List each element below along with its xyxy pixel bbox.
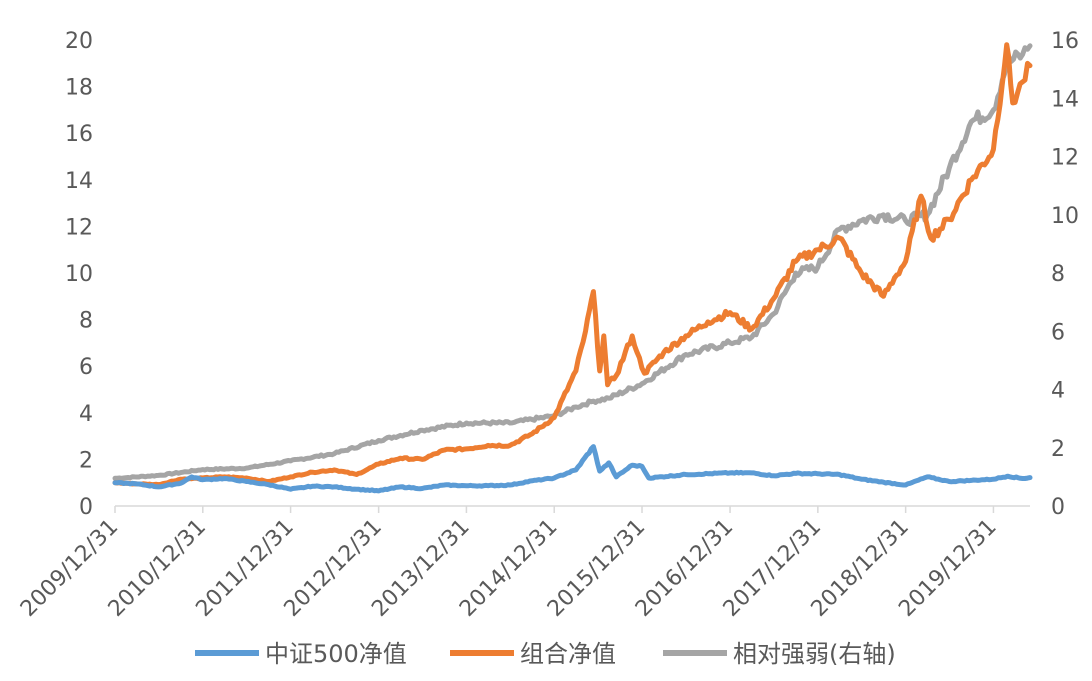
chart-legend: 中证500净值 组合净值 相对强弱(右轴)	[195, 640, 896, 668]
y-tick-label: 10	[65, 262, 93, 287]
y-tick-label: 0	[79, 495, 93, 520]
y2-tick-label: 10	[1051, 204, 1079, 229]
y2-tick-label: 14	[1051, 87, 1079, 112]
y-tick-label: 6	[79, 355, 93, 380]
chart-series-layer	[112, 42, 1033, 494]
y2-tick-label: 12	[1051, 146, 1079, 171]
y-tick-label: 2	[79, 448, 93, 473]
y2-tick-label: 8	[1051, 262, 1065, 287]
legend-label: 组合净值	[520, 640, 616, 668]
y-tick-label: 14	[65, 169, 93, 194]
y-tick-label: 20	[65, 29, 93, 54]
y-tick-label: 4	[79, 402, 93, 427]
chart-axes: 0246810121416182002468101214162009/12/31…	[16, 29, 1079, 622]
y2-tick-label: 0	[1051, 495, 1065, 520]
series-line	[112, 43, 1033, 481]
series-line	[112, 444, 1033, 494]
y2-tick-label: 16	[1051, 29, 1079, 54]
y-tick-label: 16	[65, 122, 93, 147]
series-line	[112, 42, 1033, 488]
y2-tick-label: 6	[1051, 320, 1065, 345]
y-tick-label: 12	[65, 215, 93, 240]
y-tick-label: 18	[65, 76, 93, 101]
y2-tick-label: 4	[1051, 379, 1065, 404]
legend-label: 相对强弱(右轴)	[733, 640, 896, 668]
y-tick-label: 8	[79, 309, 93, 334]
y2-tick-label: 2	[1051, 437, 1065, 462]
legend-label: 中证500净值	[265, 640, 407, 668]
